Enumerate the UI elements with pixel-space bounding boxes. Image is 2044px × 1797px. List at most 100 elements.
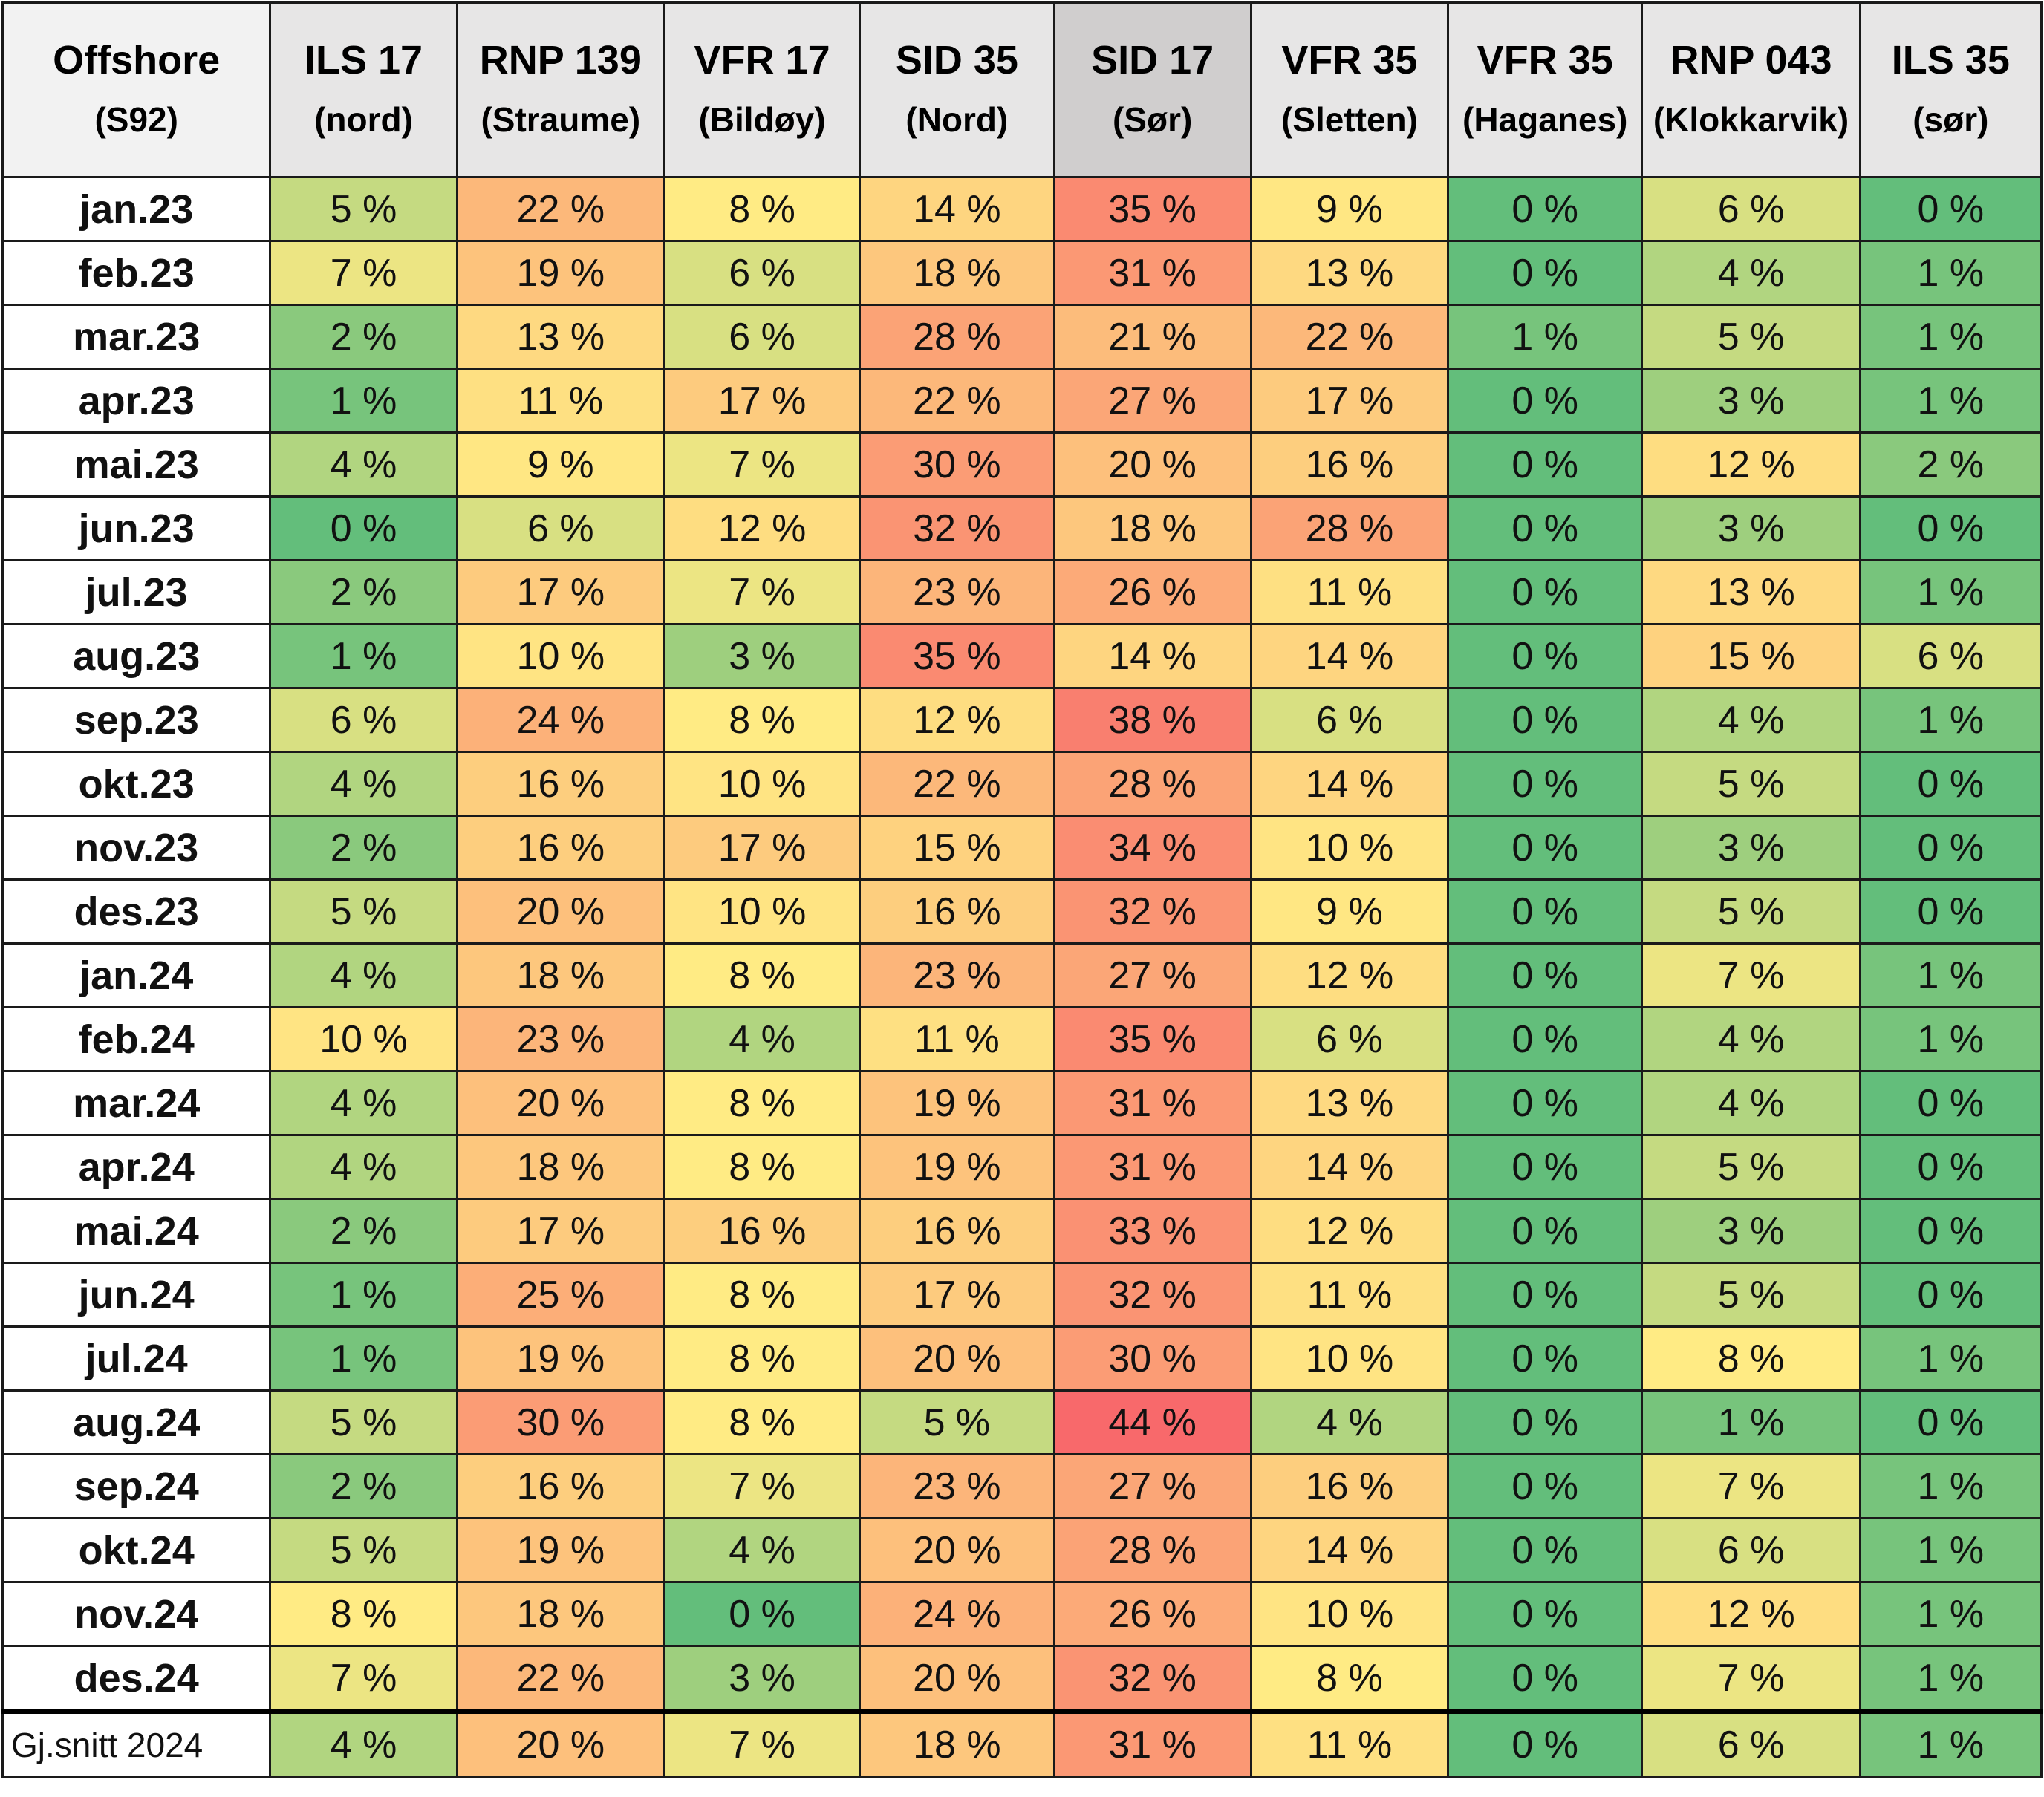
heat-cell: 12 % (1641, 431, 1861, 498)
heat-cell: 31 % (1052, 240, 1252, 306)
column-header: SID 35 (Nord) (859, 1, 1055, 178)
row-label: apr.23 (1, 368, 272, 434)
heat-cell: 5 % (1641, 1262, 1861, 1328)
heat-cell: 23 % (455, 1006, 665, 1072)
row-label: jul.24 (1, 1325, 272, 1392)
heat-cell: 13 % (455, 304, 665, 370)
heat-cell: 4 % (1641, 687, 1861, 753)
heat-cell: 26 % (1052, 559, 1252, 625)
heat-cell: 0 % (1447, 1709, 1644, 1778)
heat-cell: 1 % (1858, 304, 2043, 370)
heat-cell: 16 % (663, 1198, 862, 1264)
heat-cell: 28 % (1052, 1517, 1252, 1583)
header-subline: (sør) (1913, 100, 1989, 139)
heat-cell: 22 % (859, 368, 1055, 434)
heat-cell: 0 % (269, 495, 458, 561)
heat-cell: 10 % (1249, 815, 1450, 881)
heat-cell: 30 % (1052, 1325, 1252, 1392)
heat-cell: 1 % (1858, 240, 2043, 306)
row-label: jan.24 (1, 942, 272, 1008)
heat-cell: 3 % (1641, 368, 1861, 434)
heat-cell: 0 % (1858, 1134, 2043, 1200)
heat-cell: 11 % (455, 368, 665, 434)
row-label: apr.24 (1, 1134, 272, 1200)
table-row: jan.23 5 % 22 % 8 % 14 % 35 % 9 % 0 % 6 % 0 % (1, 176, 2043, 242)
header-line: VFR 35 (1477, 38, 1613, 82)
table-header: Offshore (S92) ILS 17 (nord) RNP 139 (Straume… (1, 1, 2043, 178)
heat-cell: 0 % (1447, 878, 1644, 945)
heat-cell: 0 % (1447, 431, 1644, 498)
heat-cell: 0 % (1447, 1645, 1644, 1712)
row-label: des.23 (1, 878, 272, 945)
table-row: feb.24 10 % 23 % 4 % 11 % 35 % 6 % 0 % 4 % 1 % (1, 1006, 2043, 1072)
header-subline: (Straume) (481, 100, 641, 139)
table-row: mai.23 4 % 9 % 7 % 30 % 20 % 16 % 0 % 12 % 2 % (1, 431, 2043, 498)
heat-cell: 11 % (1249, 1262, 1450, 1328)
heat-cell: 35 % (1052, 176, 1252, 242)
heat-cell: 16 % (455, 815, 665, 881)
heat-cell: 0 % (1858, 1262, 2043, 1328)
heat-cell: 24 % (455, 687, 665, 753)
heat-cell: 4 % (663, 1517, 862, 1583)
heat-cell: 3 % (1641, 1198, 1861, 1264)
heat-cell: 5 % (1641, 304, 1861, 370)
heat-cell: 6 % (1641, 1517, 1861, 1583)
heat-cell: 0 % (1858, 751, 2043, 817)
heat-cell: 4 % (269, 942, 458, 1008)
heat-cell: 15 % (859, 815, 1055, 881)
column-header: ILS 17 (nord) (269, 1, 458, 178)
heat-cell: 6 % (1858, 623, 2043, 689)
table-row: Gj.snitt 2024 4 % 20 % 7 % 18 % 31 % 11 % 0 % 6 … (1, 1709, 2043, 1778)
table-row: jul.24 1 % 19 % 8 % 20 % 30 % 10 % 0 % 8 % 1 % (1, 1325, 2043, 1392)
heat-cell: 1 % (1858, 687, 2043, 753)
heat-cell: 4 % (269, 751, 458, 817)
table-row: nov.23 2 % 16 % 17 % 15 % 34 % 10 % 0 % 3 % 0 % (1, 815, 2043, 881)
heat-cell: 8 % (663, 176, 862, 242)
heat-cell: 16 % (1249, 1453, 1450, 1519)
table-row: apr.23 1 % 11 % 17 % 22 % 27 % 17 % 0 % 3 % 1 % (1, 368, 2043, 434)
heat-cell: 6 % (1641, 176, 1861, 242)
heat-cell: 8 % (663, 1262, 862, 1328)
heat-cell: 0 % (1858, 176, 2043, 242)
row-label: mar.23 (1, 304, 272, 370)
heat-cell: 5 % (1641, 1134, 1861, 1200)
heat-cell: 19 % (455, 1325, 665, 1392)
row-label: Gj.snitt 2024 (1, 1709, 272, 1778)
heat-cell: 2 % (269, 1453, 458, 1519)
heat-cell: 7 % (1641, 942, 1861, 1008)
row-label: okt.24 (1, 1517, 272, 1583)
heat-cell: 19 % (859, 1070, 1055, 1136)
heat-cell: 5 % (1641, 751, 1861, 817)
heat-cell: 0 % (1447, 495, 1644, 561)
heat-cell: 17 % (663, 368, 862, 434)
heat-cell: 0 % (1447, 1389, 1644, 1455)
heat-cell: 11 % (859, 1006, 1055, 1072)
heat-cell: 17 % (455, 559, 665, 625)
row-label: sep.24 (1, 1453, 272, 1519)
header-subline: (Bildøy) (698, 100, 826, 139)
heat-cell: 0 % (1858, 495, 2043, 561)
heat-cell: 7 % (663, 559, 862, 625)
heat-cell: 16 % (859, 878, 1055, 945)
heat-cell: 0 % (1447, 1262, 1644, 1328)
heat-cell: 1 % (1447, 304, 1644, 370)
heat-cell: 12 % (1249, 1198, 1450, 1264)
heat-cell: 8 % (663, 1325, 862, 1392)
column-header: ILS 35 (sør) (1858, 1, 2043, 178)
heat-cell: 1 % (1858, 1581, 2043, 1647)
table-body: jan.23 5 % 22 % 8 % 14 % 35 % 9 % 0 % 6 % 0 % feb.… (1, 176, 2043, 1778)
heat-cell: 8 % (269, 1581, 458, 1647)
heat-cell: 0 % (1447, 559, 1644, 625)
heat-cell: 1 % (1858, 1517, 2043, 1583)
heat-cell: 20 % (455, 1070, 665, 1136)
heat-cell: 0 % (1447, 1070, 1644, 1136)
row-label: jun.24 (1, 1262, 272, 1328)
heat-cell: 38 % (1052, 687, 1252, 753)
table-row: aug.24 5 % 30 % 8 % 5 % 44 % 4 % 0 % 1 % 0 % (1, 1389, 2043, 1455)
header-subline: (Klokkarvik) (1653, 100, 1849, 139)
row-label: nov.23 (1, 815, 272, 881)
header-subline: (S92) (94, 100, 178, 139)
heat-cell: 1 % (1858, 942, 2043, 1008)
heat-cell: 9 % (1249, 176, 1450, 242)
